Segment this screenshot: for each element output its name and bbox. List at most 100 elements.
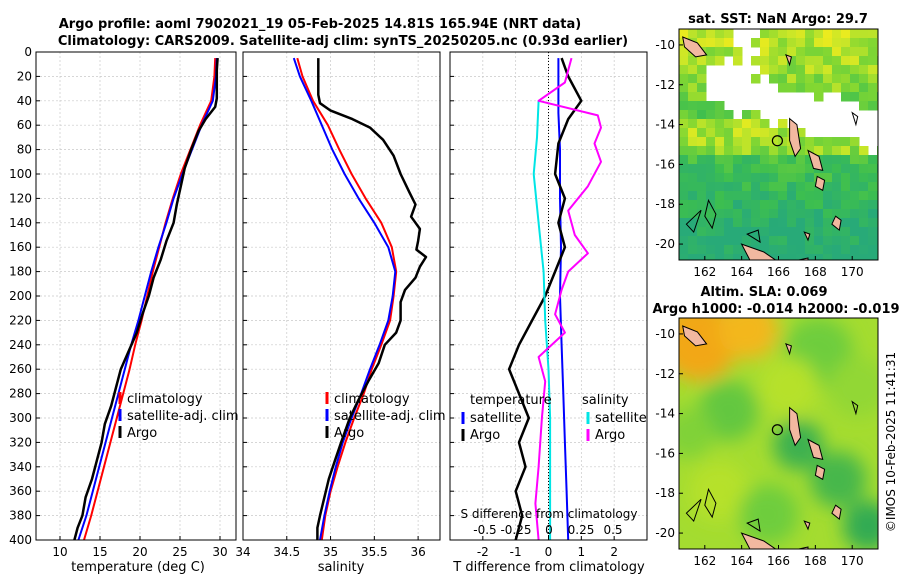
map-x-tick-label: 166 xyxy=(767,554,790,568)
sst-cell xyxy=(841,254,851,260)
sst-cell xyxy=(724,218,734,228)
sst-cell xyxy=(778,146,788,156)
sst-cell xyxy=(706,182,716,192)
sst-cell xyxy=(850,209,860,219)
map-y-tick-label: -20 xyxy=(655,237,675,251)
y-tick-label: 60 xyxy=(17,118,32,132)
sst-cell xyxy=(724,137,734,147)
sst-cell xyxy=(841,155,851,165)
sst-cell xyxy=(697,173,707,183)
sst-cell xyxy=(823,74,833,84)
sst-cell xyxy=(823,182,833,192)
sst-cell xyxy=(769,236,779,246)
y-tick-label: 220 xyxy=(9,313,32,327)
difference-xlabel: T difference from climatology xyxy=(452,560,645,575)
sst-cell xyxy=(850,38,860,48)
sst-cell xyxy=(859,254,869,260)
sst-cell xyxy=(823,173,833,183)
x-tick-label: 34 xyxy=(235,545,250,559)
sst-cell xyxy=(868,65,878,75)
sst-cell xyxy=(850,56,860,66)
sst-cell xyxy=(733,119,743,129)
sst-cell xyxy=(841,182,851,192)
map-y-tick-label: -18 xyxy=(655,486,675,500)
sst-cell xyxy=(778,56,788,66)
reef-outline xyxy=(685,498,702,523)
sst-cell xyxy=(724,191,734,201)
sst-cell xyxy=(706,110,716,120)
sst-cell xyxy=(796,200,806,210)
sla-blob xyxy=(828,357,878,418)
sst-cell xyxy=(805,209,815,219)
header-line-1: Argo profile: aoml 7902021_19 05-Feb-202… xyxy=(59,17,581,32)
sst-cell xyxy=(823,236,833,246)
sst-cell xyxy=(850,47,860,57)
sst-cell xyxy=(778,164,788,174)
sst-cell xyxy=(697,92,707,102)
sst-cell xyxy=(679,74,689,84)
sst-cell xyxy=(742,110,752,120)
sst-cell xyxy=(787,83,797,93)
sst-cell xyxy=(787,164,797,174)
sst-cell xyxy=(868,92,878,102)
sst-cell xyxy=(706,254,716,260)
sst-cell xyxy=(715,119,725,129)
x-tick-label: 34.5 xyxy=(273,545,300,559)
sst-cell xyxy=(769,56,779,66)
sst-cell xyxy=(832,191,842,201)
sst-cell xyxy=(868,236,878,246)
sst-cell xyxy=(859,65,869,75)
sst-cell xyxy=(688,137,698,147)
sst-cell xyxy=(859,146,869,156)
sla-blob xyxy=(773,420,824,471)
sst-cell xyxy=(760,119,770,129)
sst-cell xyxy=(715,110,725,120)
sst-cell xyxy=(715,182,725,192)
sst-cell xyxy=(688,146,698,156)
sst-cell xyxy=(805,56,815,66)
sst-cell xyxy=(805,38,815,48)
sst-cell xyxy=(805,29,815,39)
sst-cell xyxy=(868,245,878,255)
map-x-tick-label: 164 xyxy=(730,265,753,279)
sst-cell xyxy=(697,245,707,255)
sst-cell xyxy=(769,164,779,174)
sst-cell xyxy=(760,227,770,237)
sst-cell xyxy=(706,128,716,138)
sst-cell xyxy=(814,47,824,57)
sst-cell xyxy=(706,191,716,201)
sst-cell xyxy=(841,38,851,48)
sst-cell xyxy=(832,173,842,183)
sst-cell xyxy=(760,209,770,219)
sst-cell xyxy=(832,146,842,156)
sst-cell xyxy=(724,110,734,120)
sst-cell xyxy=(787,29,797,39)
sst-cell xyxy=(697,119,707,129)
sst-cell xyxy=(823,137,833,147)
sst-cell xyxy=(841,29,851,39)
series-line-satellite-adj-clim xyxy=(292,57,397,541)
sst-cell xyxy=(823,254,833,260)
sst-cell xyxy=(832,182,842,192)
sst-cell xyxy=(760,173,770,183)
sst-cell xyxy=(778,200,788,210)
sst-cell xyxy=(859,218,869,228)
y-tick-label: 240 xyxy=(9,338,32,352)
sst-cell xyxy=(679,128,689,138)
sst-cell xyxy=(823,56,833,66)
x-tick-label: 35.5 xyxy=(361,545,388,559)
sst-cell xyxy=(715,101,725,111)
reef-outline xyxy=(851,400,859,416)
sst-cell xyxy=(787,182,797,192)
plot-frame xyxy=(35,51,237,541)
sla-map-title-2: Argo h1000: -0.014 h2000: -0.019 xyxy=(652,302,899,317)
sst-cell xyxy=(742,236,752,246)
sst-cell xyxy=(832,74,842,84)
sst-cell xyxy=(751,209,761,219)
sst-cell xyxy=(715,146,725,156)
sst-cell xyxy=(742,182,752,192)
sst-cell xyxy=(724,164,734,174)
sst-cell xyxy=(850,227,860,237)
sst-cell xyxy=(850,137,860,147)
